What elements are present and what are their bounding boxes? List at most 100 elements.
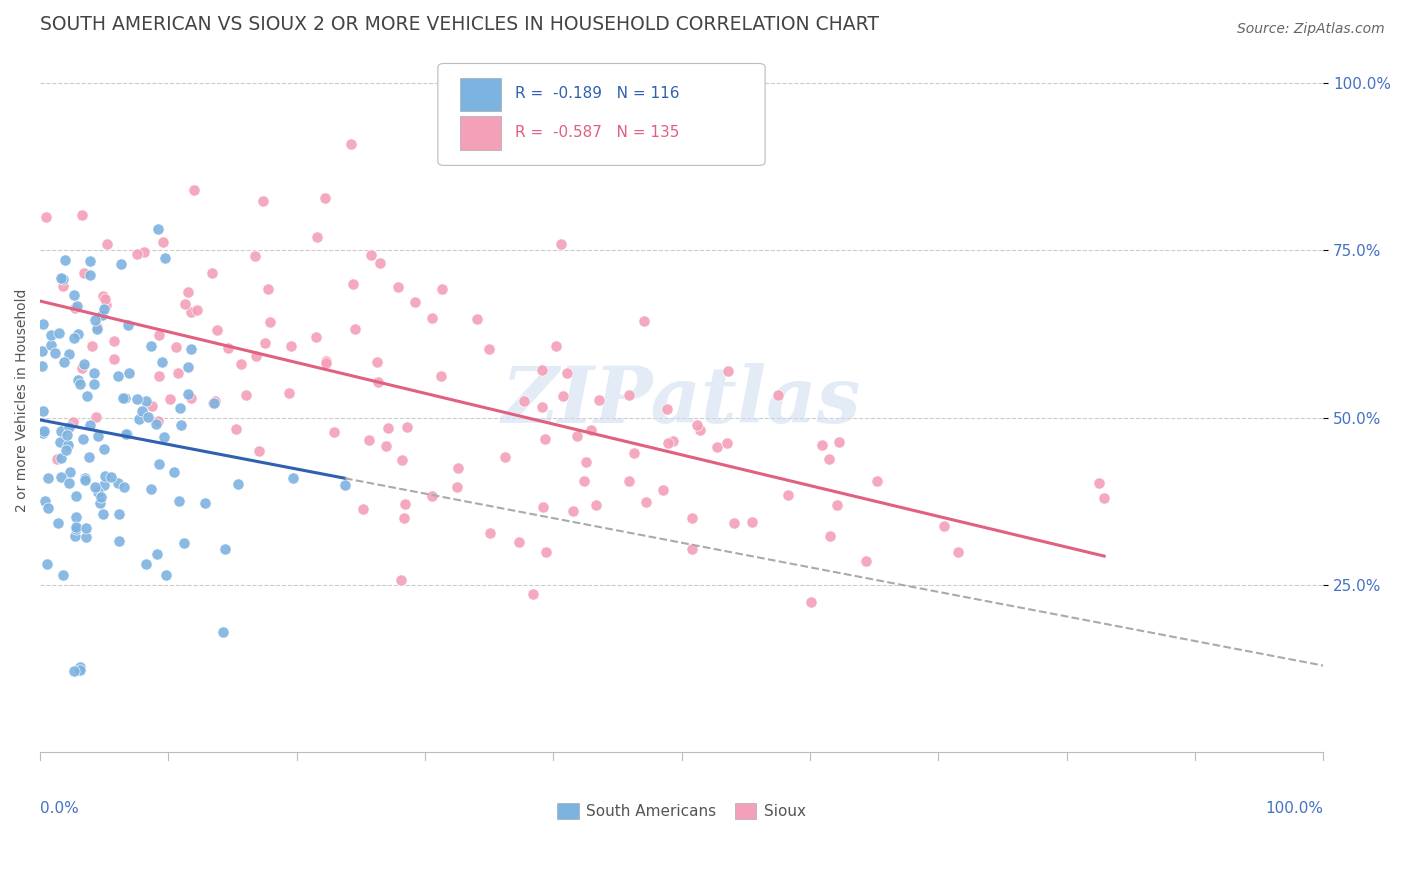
Point <box>314 191 336 205</box>
Point <box>159 392 181 406</box>
Point <box>183 182 205 196</box>
Point <box>58 420 80 434</box>
Point <box>422 311 444 326</box>
Point <box>32 404 55 418</box>
Point <box>465 311 488 326</box>
Point <box>89 496 111 510</box>
Point <box>204 393 226 408</box>
Point <box>205 322 228 336</box>
Point <box>65 489 87 503</box>
Point <box>83 366 105 380</box>
Point <box>93 442 115 457</box>
Point <box>508 534 530 549</box>
Point <box>689 423 711 437</box>
Legend: South Americans, Sioux: South Americans, Sioux <box>551 797 813 825</box>
Y-axis label: 2 or more Vehicles in Household: 2 or more Vehicles in Household <box>15 289 30 513</box>
Point <box>91 507 114 521</box>
Point <box>245 349 267 363</box>
Point <box>53 253 76 268</box>
Point <box>1092 491 1115 505</box>
Point <box>307 230 329 244</box>
Point <box>146 547 169 561</box>
Point <box>342 277 364 291</box>
Point <box>107 534 129 549</box>
Point <box>280 339 302 353</box>
Text: Source: ZipAtlas.com: Source: ZipAtlas.com <box>1237 22 1385 37</box>
Point <box>741 515 763 529</box>
Point <box>152 235 174 250</box>
Point <box>389 573 412 587</box>
Point <box>686 417 709 432</box>
Point <box>70 208 93 222</box>
Point <box>257 282 280 296</box>
Point <box>37 471 59 485</box>
Point <box>107 476 129 491</box>
Point <box>65 301 87 315</box>
Point <box>420 489 443 503</box>
Point <box>633 314 655 328</box>
Point <box>86 409 108 424</box>
Point <box>52 279 75 293</box>
Point <box>352 502 374 516</box>
Point <box>634 494 657 508</box>
Point <box>212 624 235 639</box>
Point <box>91 288 114 302</box>
Point <box>169 401 191 416</box>
Point <box>131 404 153 418</box>
Point <box>494 450 516 464</box>
Point <box>46 516 69 530</box>
Point <box>63 331 86 345</box>
Point <box>79 417 101 432</box>
Point <box>63 665 86 679</box>
Point <box>37 501 59 516</box>
Point <box>176 387 198 401</box>
Point <box>107 368 129 383</box>
Point <box>114 391 136 405</box>
Point <box>148 368 170 383</box>
FancyBboxPatch shape <box>437 63 765 165</box>
Point <box>375 439 398 453</box>
Point <box>93 292 115 306</box>
Point <box>139 339 162 353</box>
Bar <box>460 78 501 112</box>
Point <box>344 322 367 336</box>
Point <box>58 347 80 361</box>
Point <box>103 334 125 348</box>
Point <box>681 541 703 556</box>
Point <box>551 389 574 403</box>
Point <box>73 357 96 371</box>
Point <box>259 315 281 329</box>
Point <box>72 433 94 447</box>
Point <box>52 272 75 286</box>
Point <box>34 424 56 438</box>
Point <box>146 222 169 236</box>
Point <box>49 424 72 438</box>
Point <box>127 247 149 261</box>
Point <box>91 308 114 322</box>
Point <box>31 343 53 358</box>
Point <box>305 330 328 344</box>
Point <box>522 587 544 601</box>
Point <box>579 423 602 437</box>
Point <box>166 366 188 380</box>
Point <box>75 521 97 535</box>
Point <box>201 267 224 281</box>
Point <box>46 451 69 466</box>
Point <box>66 299 89 313</box>
Point <box>135 393 157 408</box>
Point <box>73 471 96 485</box>
Point <box>117 318 139 332</box>
Point <box>180 342 202 356</box>
Point <box>39 327 62 342</box>
Point <box>35 210 58 224</box>
Point <box>134 244 156 259</box>
Point <box>368 256 391 270</box>
Point <box>395 420 418 434</box>
Point <box>575 455 598 469</box>
Point <box>180 304 202 318</box>
Point <box>37 558 59 572</box>
Point <box>59 465 82 479</box>
Point <box>174 297 197 311</box>
Point <box>67 326 90 341</box>
Point <box>90 491 112 505</box>
